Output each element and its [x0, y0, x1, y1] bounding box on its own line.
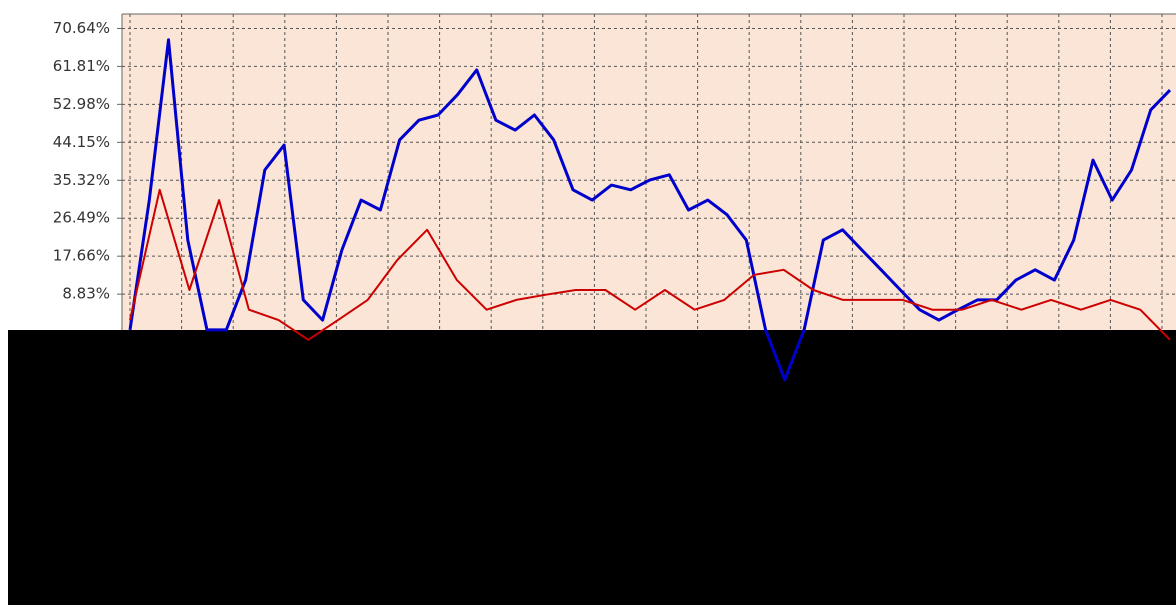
- y-tick-label: 61.81%: [53, 57, 110, 75]
- y-tick-label: 8.83%: [62, 285, 110, 303]
- y-tick-label: 70.64%: [53, 19, 110, 37]
- dark-region: [8, 330, 1176, 605]
- y-tick-label: 52.98%: [53, 95, 110, 113]
- plot-area: [122, 14, 1176, 330]
- series-line: [129, 188, 1171, 341]
- y-tick-label: 35.32%: [53, 171, 110, 189]
- series-line: [128, 38, 1172, 382]
- y-tick-label: 26.49%: [53, 209, 110, 227]
- y-tick-label: 17.66%: [53, 247, 110, 265]
- y-tick-label: 44.15%: [53, 133, 110, 151]
